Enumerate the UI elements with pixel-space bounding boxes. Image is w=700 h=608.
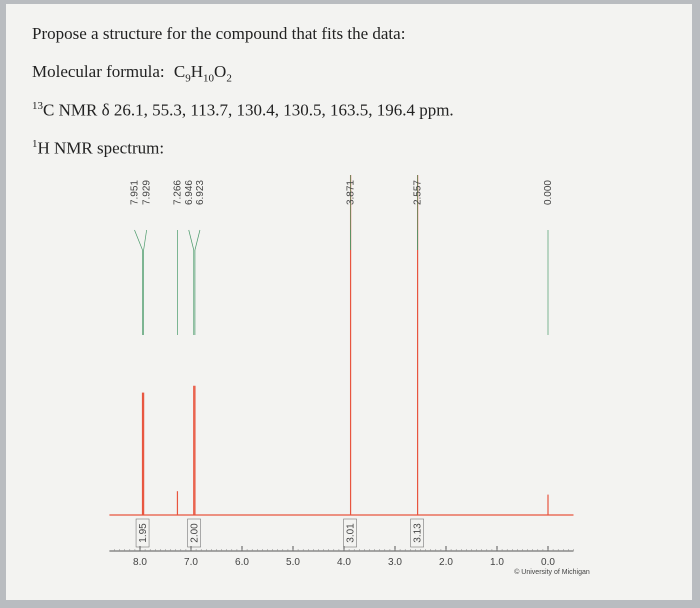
peak-leader — [188, 229, 195, 251]
x-tick-label: 0.0 — [541, 557, 555, 568]
atom-symbol: C — [173, 62, 186, 81]
c13-data: 13C NMR δ 26.1, 55.3, 113.7, 130.4, 130.… — [32, 100, 454, 121]
isotope: 13 — [32, 100, 43, 112]
prompt: Propose a structure for the compound tha… — [32, 24, 406, 43]
x-tick-label: 6.0 — [235, 557, 249, 568]
peak-label: 7.266 — [172, 180, 183, 205]
credit: © University of Michigan — [514, 568, 590, 576]
atom-count: 9 — [185, 72, 191, 85]
x-tick-label: 1.0 — [490, 557, 504, 568]
formula: Molecular formula: C9H10O2 — [32, 62, 232, 84]
x-tick-label: 8.0 — [133, 557, 147, 568]
peak-leader — [143, 229, 147, 251]
formula-label: Molecular formula: — [32, 62, 165, 81]
atom-symbol: O — [214, 62, 227, 81]
integral-label: 2.00 — [190, 523, 201, 543]
c13-text: C NMR δ 26.1, 55.3, 113.7, 130.4, 130.5,… — [43, 100, 454, 120]
integral-label: 3.01 — [346, 523, 357, 543]
integral-label: 1.95 — [138, 523, 149, 543]
peak-label: 7.929 — [142, 180, 153, 205]
integral-box — [187, 518, 201, 548]
paper: Propose a structure for the compound tha… — [6, 4, 692, 600]
isotope: 1 — [32, 138, 38, 150]
integral-box — [410, 518, 424, 548]
atom-symbol: H — [190, 62, 204, 81]
h1-text: H NMR spectrum: — [37, 138, 165, 158]
h1-heading: 1H NMR spectrum: — [32, 138, 164, 159]
peak-label: 2.557 — [413, 180, 424, 205]
x-tick-label: 3.0 — [388, 557, 402, 568]
spectrum: 8.0 7.0 6.0 5.0 4.0 3.0 2.0 1.0 0.0© University … — [109, 175, 590, 576]
peak-label: 0.000 — [543, 180, 554, 205]
x-tick-label: 2.0 — [439, 557, 453, 568]
x-tick-label: 5.0 — [286, 557, 300, 568]
peak-label: 3.871 — [346, 180, 357, 205]
integral-label: 3.13 — [413, 523, 424, 543]
x-tick-label: 7.0 — [184, 557, 198, 568]
peak-label: 6.946 — [184, 180, 195, 205]
atom-count: 10 — [203, 72, 215, 85]
peak-leader — [134, 229, 143, 251]
peak-label: 7.951 — [129, 180, 140, 205]
peak-leader — [194, 229, 201, 251]
atom-count: 2 — [226, 72, 232, 85]
integral-box — [135, 518, 150, 548]
integral-box — [343, 518, 357, 548]
peak-label: 6.923 — [195, 180, 206, 205]
x-tick-label: 4.0 — [337, 557, 351, 568]
